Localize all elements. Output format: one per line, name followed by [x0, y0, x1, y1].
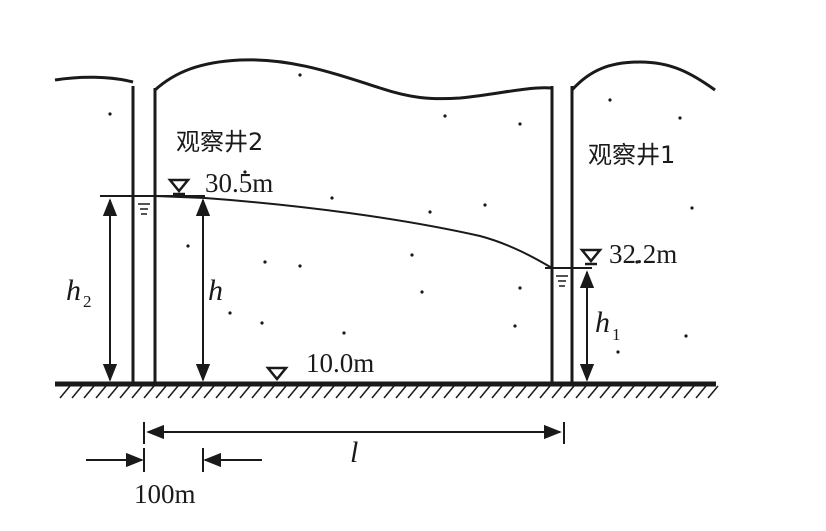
hatch-stroke: [599, 385, 611, 399]
hatch-stroke: [623, 385, 635, 399]
hatch-stroke: [503, 385, 515, 399]
base-level-icon: [265, 366, 289, 381]
hatch-stroke: [635, 385, 647, 399]
hatch-stroke: [575, 385, 587, 399]
well1-label: 观察井1: [588, 141, 675, 169]
hatch-stroke: [707, 385, 719, 399]
hatch-stroke: [479, 385, 491, 399]
hatch-stroke: [611, 385, 623, 399]
hatch-stroke: [587, 385, 599, 399]
hatch-stroke: [191, 385, 203, 399]
hatch-stroke: [179, 385, 191, 399]
well2-label: 观察井2: [176, 128, 263, 156]
hatch-stroke: [167, 385, 179, 399]
hatch-stroke: [563, 385, 575, 399]
h2-subscript: 2: [83, 292, 92, 311]
hatch-stroke: [659, 385, 671, 399]
hatch-stroke: [539, 385, 551, 399]
hatch-stroke: [311, 385, 323, 399]
base-level-label: 10.0m: [306, 348, 374, 378]
h1-subscript: 1: [612, 325, 621, 344]
well1-water-marks: [556, 275, 568, 287]
hatch-stroke: [359, 385, 371, 399]
well1-water-level: 32.2m: [609, 239, 677, 269]
hatch-stroke: [491, 385, 503, 399]
hatch-stroke: [407, 385, 419, 399]
hatch-stroke: [419, 385, 431, 399]
hatch-stroke: [443, 385, 455, 399]
hatch-stroke: [215, 385, 227, 399]
hatch-stroke: [695, 385, 707, 399]
hatch-stroke: [347, 385, 359, 399]
hatch-stroke: [527, 385, 539, 399]
hatch-stroke: [155, 385, 167, 399]
hatch-stroke: [95, 385, 107, 399]
hatch-stroke: [263, 385, 275, 399]
hatch-stroke: [371, 385, 383, 399]
hatch-stroke: [335, 385, 347, 399]
hatch-stroke: [59, 385, 71, 399]
hatch-stroke: [287, 385, 299, 399]
hatch-stroke: [119, 385, 131, 399]
hatch-stroke: [671, 385, 683, 399]
hatch-stroke: [251, 385, 263, 399]
hatch-stroke: [299, 385, 311, 399]
hatch-stroke: [467, 385, 479, 399]
distance-symbol: l: [350, 436, 358, 469]
hatch-stroke: [323, 385, 335, 399]
hatch-stroke: [71, 385, 83, 399]
hatch-stroke: [83, 385, 95, 399]
hatch-stroke: [131, 385, 143, 399]
hatch-stroke: [227, 385, 239, 399]
h1-symbol: h: [595, 306, 610, 339]
hatch-stroke: [395, 385, 407, 399]
hatch-stroke: [383, 385, 395, 399]
well2-water-level-icon: [167, 178, 191, 196]
hatch-stroke: [143, 385, 155, 399]
hatch-stroke: [455, 385, 467, 399]
water-table-curve: [154, 195, 553, 269]
soil-texture: [108, 73, 694, 354]
well-width-label: 100m: [134, 479, 196, 509]
hatch-stroke: [683, 385, 695, 399]
well1-water-level-icon: [579, 248, 603, 266]
ground-surface: [54, 58, 716, 101]
h2-symbol: h: [66, 274, 81, 307]
hatch-stroke: [239, 385, 251, 399]
base-hatching: [59, 385, 719, 399]
hatch-stroke: [203, 385, 215, 399]
hatch-stroke: [431, 385, 443, 399]
hatch-stroke: [107, 385, 119, 399]
well2-water-level: 30.5m: [205, 168, 273, 198]
hatch-stroke: [515, 385, 527, 399]
hatch-stroke: [275, 385, 287, 399]
h-symbol: h: [208, 274, 223, 307]
well2-water-marks: [138, 203, 150, 215]
hatch-stroke: [551, 385, 563, 399]
hatch-stroke: [647, 385, 659, 399]
